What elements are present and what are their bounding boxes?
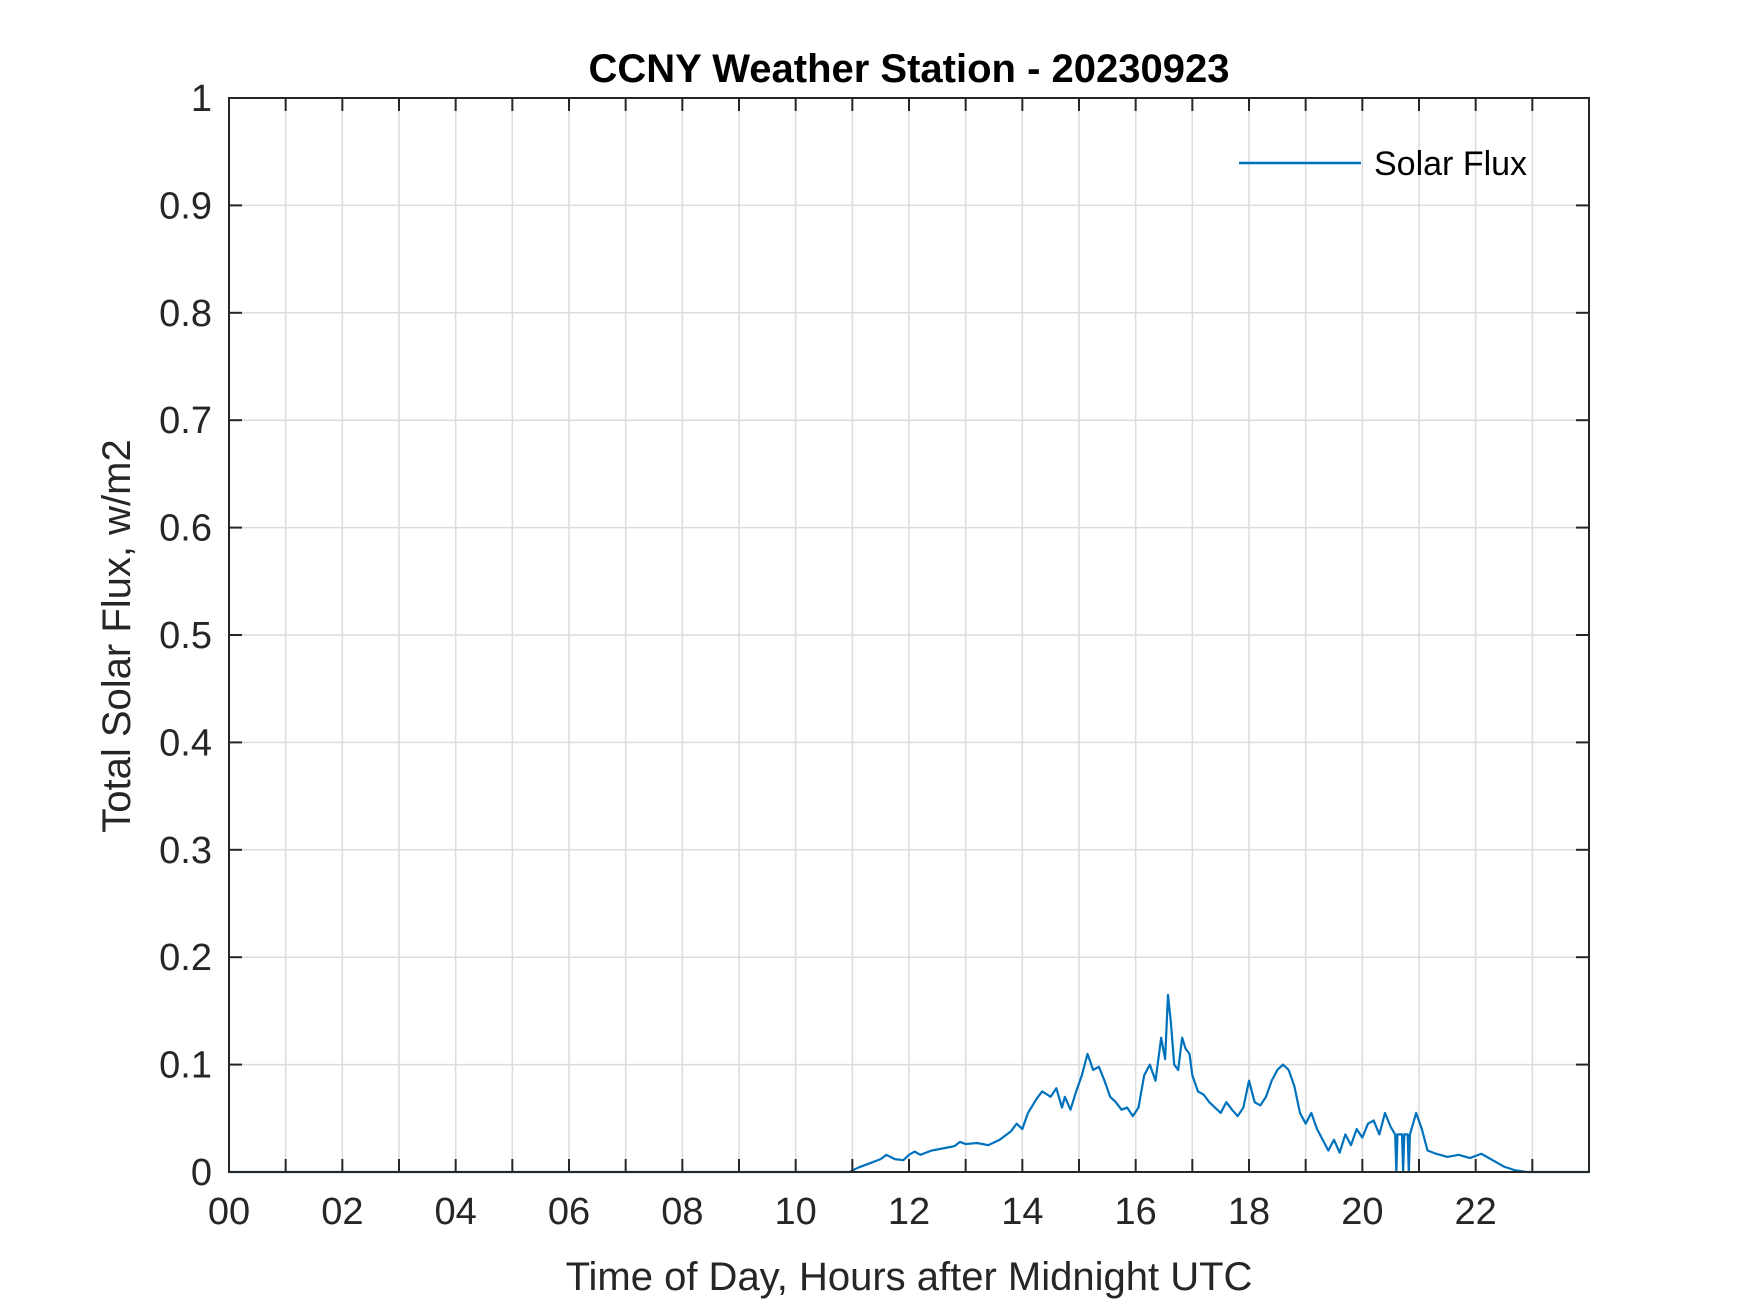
- y-tick-label: 1: [191, 78, 212, 120]
- x-tick-label: 14: [1001, 1191, 1043, 1233]
- x-tick-label: 04: [435, 1191, 477, 1233]
- x-tick-label: 18: [1228, 1191, 1270, 1233]
- y-tick-label: 0: [191, 1152, 212, 1194]
- x-tick-label: 00: [208, 1191, 250, 1233]
- legend-label-solar-flux: Solar Flux: [1374, 145, 1527, 183]
- axes-layer: 00 02 04 06 08 10 12 14 16 18 20 22 0 0.1 0.2 0.3 0.4 0.5…: [159, 78, 1590, 1233]
- y-tick-label: 0.7: [159, 400, 212, 442]
- labels-layer: CCNY Weather Station - 20230923 Time of …: [95, 47, 1252, 1299]
- x-tick-label: 06: [548, 1191, 590, 1233]
- y-tick-label: 0.5: [159, 615, 212, 657]
- x-tick-label: 20: [1341, 1191, 1383, 1233]
- x-tick-label: 08: [661, 1191, 703, 1233]
- x-tick-label: 16: [1115, 1191, 1157, 1233]
- x-axis-label: Time of Day, Hours after Midnight UTC: [566, 1255, 1253, 1299]
- x-tick-label: 10: [775, 1191, 817, 1233]
- y-tick-label: 0.1: [159, 1045, 212, 1087]
- series-line-solar-flux: [229, 993, 1589, 1174]
- x-tick-label: 22: [1455, 1191, 1497, 1233]
- y-tick-label: 0.2: [159, 937, 212, 979]
- y-tick-label: 0.3: [159, 830, 212, 872]
- grid-layer: [229, 98, 1589, 1172]
- series-layer: [229, 993, 1589, 1174]
- y-axis-label: Total Solar Flux, w/m2: [95, 439, 139, 832]
- x-tick-label: 12: [888, 1191, 930, 1233]
- y-tick-label: 0.9: [159, 185, 212, 227]
- y-tick-label: 0.8: [159, 293, 212, 335]
- y-tick-label: 0.4: [159, 722, 212, 764]
- legend[interactable]: Solar Flux: [1239, 145, 1527, 183]
- y-tick-label: 0.6: [159, 508, 212, 550]
- x-tick-label: 02: [321, 1191, 363, 1233]
- chart-title: CCNY Weather Station - 20230923: [589, 47, 1230, 91]
